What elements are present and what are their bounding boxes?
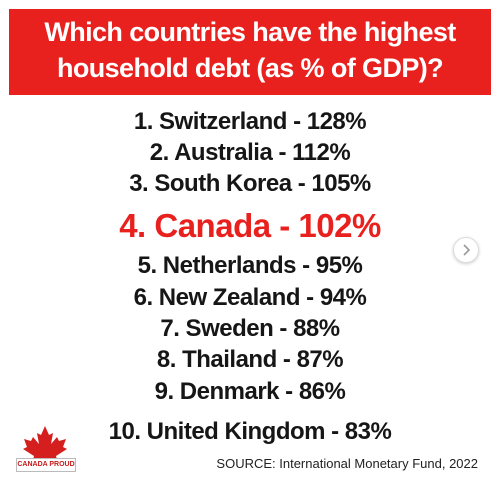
next-arrow[interactable] bbox=[454, 238, 478, 262]
list-item: 5. Netherlands - 95% bbox=[137, 252, 363, 279]
list-item: 1. Switzerland - 128% bbox=[133, 108, 367, 135]
header: Which countries have the highest househo… bbox=[9, 9, 491, 95]
source-note: SOURCE: International Monetary Fund, 202… bbox=[216, 456, 478, 471]
list-item-highlight: 4. Canada - 102% bbox=[119, 207, 381, 244]
title-line: household debt (as % of GDP)? bbox=[56, 53, 444, 83]
next-button[interactable] bbox=[453, 237, 479, 263]
logo-text: CANADA PROUD bbox=[16, 458, 76, 472]
list-item: 3. South Korea - 105% bbox=[129, 170, 371, 197]
title-line: Which countries have the highest bbox=[44, 17, 456, 47]
list-item: 7. Sweden - 88% bbox=[160, 315, 340, 342]
list-item: 10. United Kingdom - 83% bbox=[108, 418, 392, 445]
list-item: 2. Australia - 112% bbox=[149, 139, 351, 166]
list-item: 9. Denmark - 86% bbox=[154, 378, 346, 405]
list-item: 6. New Zealand - 94% bbox=[133, 284, 367, 311]
list-item: 8. Thailand - 87% bbox=[156, 346, 344, 373]
maple-leaf bbox=[23, 426, 67, 462]
